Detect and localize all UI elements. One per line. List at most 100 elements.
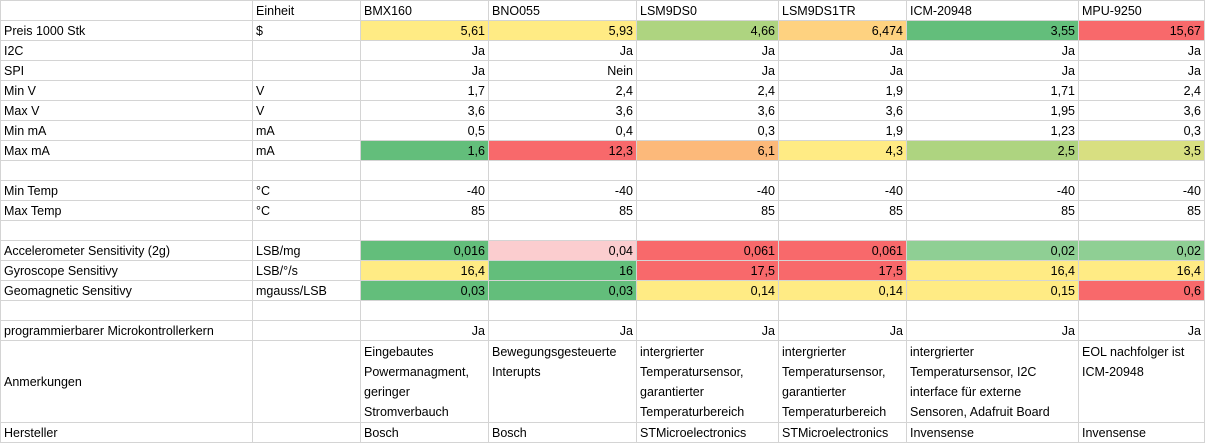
row-label[interactable]: Max mA xyxy=(0,140,253,161)
empty-cell[interactable] xyxy=(1078,220,1205,241)
value-cell[interactable]: 1,23 xyxy=(906,120,1079,141)
value-cell[interactable]: 16,4 xyxy=(1078,260,1205,281)
header-sensor[interactable]: LSM9DS0 xyxy=(636,0,779,21)
header-sensor[interactable]: ICM-20948 xyxy=(906,0,1079,21)
empty-cell[interactable] xyxy=(778,300,907,321)
row-unit[interactable] xyxy=(252,60,361,81)
value-cell[interactable]: 16,4 xyxy=(360,260,489,281)
value-cell[interactable]: 5,61 xyxy=(360,20,489,41)
value-cell[interactable]: 0,04 xyxy=(488,240,637,261)
value-cell[interactable]: 0,02 xyxy=(1078,240,1205,261)
value-cell[interactable]: 3,55 xyxy=(906,20,1079,41)
value-cell[interactable]: Ja xyxy=(906,60,1079,81)
empty-cell[interactable] xyxy=(0,220,253,241)
row-label[interactable]: programmierbarer Microkontrollerkern xyxy=(0,320,253,341)
value-cell[interactable]: -40 xyxy=(360,180,489,201)
value-cell[interactable]: -40 xyxy=(1078,180,1205,201)
value-cell[interactable]: Ja xyxy=(906,320,1079,341)
empty-cell[interactable] xyxy=(488,160,637,181)
header-sensor[interactable]: BNO055 xyxy=(488,0,637,21)
value-cell[interactable]: 1,6 xyxy=(360,140,489,161)
row-unit[interactable]: mgauss/LSB xyxy=(252,280,361,301)
value-cell[interactable]: 12,3 xyxy=(488,140,637,161)
value-cell[interactable]: 4,66 xyxy=(636,20,779,41)
value-cell[interactable]: 3,5 xyxy=(1078,140,1205,161)
row-unit[interactable]: LSB/mg xyxy=(252,240,361,261)
value-cell[interactable]: Ja xyxy=(360,40,489,61)
value-cell[interactable]: Ja xyxy=(778,60,907,81)
row-label[interactable]: Hersteller xyxy=(0,422,253,443)
value-cell[interactable]: Ja xyxy=(1078,60,1205,81)
empty-cell[interactable] xyxy=(1078,300,1205,321)
value-cell[interactable]: 5,93 xyxy=(488,20,637,41)
value-cell[interactable]: 85 xyxy=(906,200,1079,221)
row-unit[interactable]: °C xyxy=(252,200,361,221)
row-label[interactable]: I2C xyxy=(0,40,253,61)
value-cell[interactable]: 15,67 xyxy=(1078,20,1205,41)
maker-cell[interactable]: Bosch xyxy=(488,422,637,443)
empty-cell[interactable] xyxy=(252,220,361,241)
value-cell[interactable]: 1,9 xyxy=(778,120,907,141)
row-label[interactable]: SPI xyxy=(0,60,253,81)
value-cell[interactable]: 0,5 xyxy=(360,120,489,141)
value-cell[interactable]: 1,71 xyxy=(906,80,1079,101)
value-cell[interactable]: 16 xyxy=(488,260,637,281)
row-label[interactable]: Geomagnetic Sensitivy xyxy=(0,280,253,301)
value-cell[interactable]: 0,061 xyxy=(778,240,907,261)
value-cell[interactable]: 3,6 xyxy=(360,100,489,121)
header-sensor[interactable]: BMX160 xyxy=(360,0,489,21)
empty-cell[interactable] xyxy=(636,220,779,241)
row-unit[interactable] xyxy=(252,340,361,423)
row-unit[interactable]: °C xyxy=(252,180,361,201)
header-sensor[interactable]: LSM9DS1TR xyxy=(778,0,907,21)
empty-cell[interactable] xyxy=(252,160,361,181)
value-cell[interactable]: 3,6 xyxy=(778,100,907,121)
value-cell[interactable]: 4,3 xyxy=(778,140,907,161)
maker-cell[interactable]: Bosch xyxy=(360,422,489,443)
value-cell[interactable]: Ja xyxy=(636,60,779,81)
row-label[interactable]: Gyroscope Sensitivy xyxy=(0,260,253,281)
empty-cell[interactable] xyxy=(360,220,489,241)
empty-cell[interactable] xyxy=(906,220,1079,241)
value-cell[interactable]: Ja xyxy=(636,40,779,61)
value-cell[interactable]: 85 xyxy=(488,200,637,221)
value-cell[interactable]: 3,6 xyxy=(1078,100,1205,121)
value-cell[interactable]: 0,3 xyxy=(636,120,779,141)
note-cell[interactable]: Bewegungsgesteuerte Interupts xyxy=(488,340,637,423)
value-cell[interactable]: Nein xyxy=(488,60,637,81)
empty-cell[interactable] xyxy=(360,160,489,181)
value-cell[interactable]: 2,4 xyxy=(1078,80,1205,101)
value-cell[interactable]: 2,5 xyxy=(906,140,1079,161)
value-cell[interactable]: 6,1 xyxy=(636,140,779,161)
maker-cell[interactable]: Invensense xyxy=(1078,422,1205,443)
note-cell[interactable]: intergrierter Temperatursensor, garantie… xyxy=(636,340,779,423)
value-cell[interactable]: 2,4 xyxy=(636,80,779,101)
value-cell[interactable]: 85 xyxy=(778,200,907,221)
row-label[interactable]: Preis 1000 Stk xyxy=(0,20,253,41)
maker-cell[interactable]: STMicroelectronics xyxy=(778,422,907,443)
value-cell[interactable]: 0,6 xyxy=(1078,280,1205,301)
empty-cell[interactable] xyxy=(636,160,779,181)
empty-cell[interactable] xyxy=(252,300,361,321)
empty-cell[interactable] xyxy=(906,300,1079,321)
row-label[interactable]: Max V xyxy=(0,100,253,121)
value-cell[interactable]: -40 xyxy=(778,180,907,201)
row-unit[interactable] xyxy=(252,422,361,443)
value-cell[interactable]: 0,14 xyxy=(636,280,779,301)
value-cell[interactable]: Ja xyxy=(1078,320,1205,341)
value-cell[interactable]: 6,474 xyxy=(778,20,907,41)
maker-cell[interactable]: STMicroelectronics xyxy=(636,422,779,443)
row-label[interactable]: Anmerkungen xyxy=(0,340,253,423)
row-unit[interactable]: $ xyxy=(252,20,361,41)
value-cell[interactable]: 0,15 xyxy=(906,280,1079,301)
value-cell[interactable]: 85 xyxy=(1078,200,1205,221)
empty-cell[interactable] xyxy=(1078,160,1205,181)
value-cell[interactable]: 1,9 xyxy=(778,80,907,101)
value-cell[interactable]: 0,061 xyxy=(636,240,779,261)
empty-cell[interactable] xyxy=(488,220,637,241)
header-corner-cell[interactable] xyxy=(0,0,253,21)
empty-cell[interactable] xyxy=(778,160,907,181)
row-unit[interactable] xyxy=(252,320,361,341)
value-cell[interactable]: -40 xyxy=(636,180,779,201)
row-label[interactable]: Min mA xyxy=(0,120,253,141)
